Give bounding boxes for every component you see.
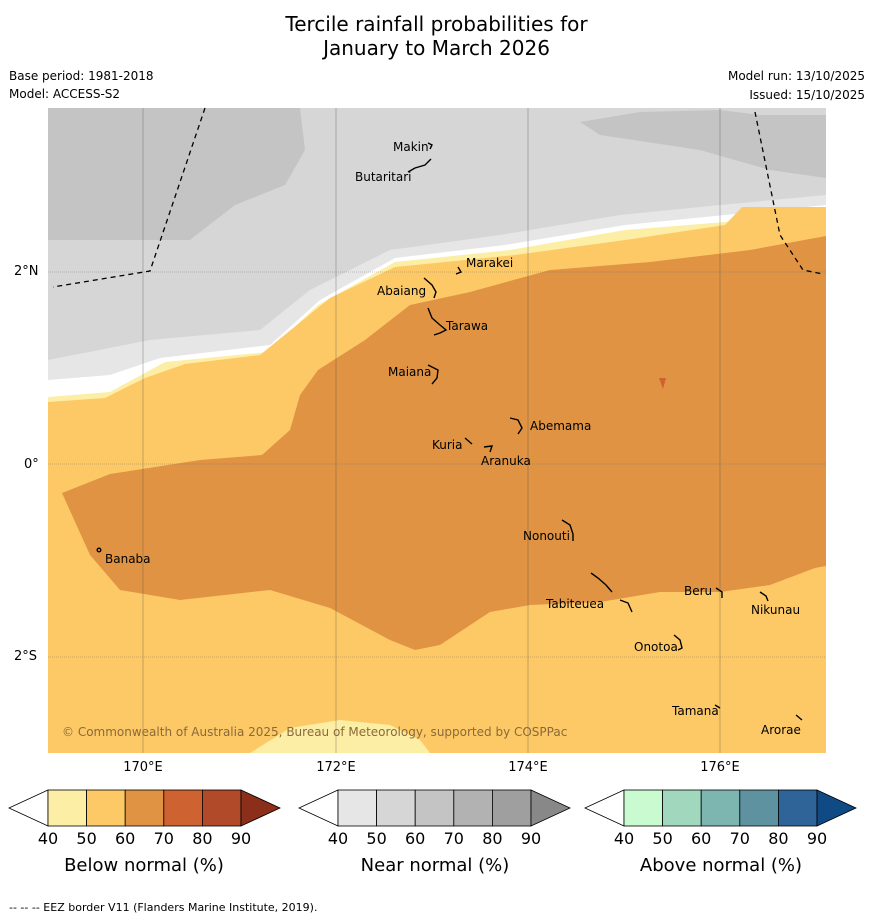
island-label-marakei: Marakei bbox=[466, 256, 514, 270]
colorbar-above-tick: 50 bbox=[652, 829, 673, 848]
colorbar-above-segment bbox=[700, 789, 741, 827]
colorbar-near-segment bbox=[453, 789, 493, 827]
lon-label-170: 170°E bbox=[123, 760, 163, 775]
island-label-aranuka: Aranuka bbox=[481, 454, 531, 468]
island-label-abaiang: Abaiang bbox=[377, 284, 427, 298]
colorbar-below-tick: 50 bbox=[76, 829, 97, 848]
colorbar-above-low-extend bbox=[584, 789, 625, 827]
island-label-tamana: Tamana bbox=[672, 704, 719, 718]
colorbar-near-segment bbox=[376, 789, 416, 827]
lon-label-174: 174°E bbox=[508, 760, 548, 775]
issued-date: Issued: 15/10/2025 bbox=[749, 88, 865, 102]
colorbar-above-tick: 70 bbox=[729, 829, 750, 848]
legend-title-near: Near normal (%) bbox=[360, 855, 510, 876]
colorbar-near-low-extend bbox=[298, 789, 339, 827]
colorbar-below-segment bbox=[47, 789, 87, 827]
graticule bbox=[48, 108, 826, 753]
colorbar-above-segment bbox=[739, 789, 779, 827]
title-line-2: January to March 2026 bbox=[323, 36, 550, 60]
colorbar-near-tick: 90 bbox=[520, 829, 542, 848]
copyright-notice: © Commonwealth of Australia 2025, Bureau… bbox=[62, 725, 568, 739]
island-label-makin: Makin bbox=[393, 140, 429, 154]
lon-label-176: 176°E bbox=[700, 760, 740, 775]
colorbar-above-tick: 90 bbox=[806, 829, 828, 848]
below-normal-70-spot bbox=[659, 378, 666, 389]
colorbar-above-segment bbox=[623, 789, 663, 827]
chart-title: Tercile rainfall probabilities for Janua… bbox=[0, 12, 873, 60]
eez-footnote: -- -- -- EEZ border V11 (Flanders Marine… bbox=[9, 901, 318, 914]
colorbar-below-low-extend bbox=[8, 789, 49, 827]
colorbar-below-tick: 90 bbox=[230, 829, 252, 848]
island-label-kuria: Kuria bbox=[432, 438, 463, 452]
colorbar-above-tick: 40 bbox=[613, 829, 635, 848]
island-label-nonouti: Nonouti bbox=[523, 529, 570, 543]
colorbar-near-segment bbox=[414, 789, 455, 827]
colorbar-near-tick: 70 bbox=[443, 829, 464, 848]
lat-label-0: 0° bbox=[24, 457, 39, 472]
island-label-nikunau: Nikunau bbox=[751, 603, 801, 617]
island-label-banaba: Banaba bbox=[105, 552, 151, 566]
lon-label-172: 172°E bbox=[316, 760, 356, 775]
lat-label-2n: 2°N bbox=[14, 264, 39, 279]
island-label-butaritari: Butaritari bbox=[355, 170, 412, 184]
island-label-beru: Beru bbox=[684, 584, 713, 598]
colorbar-above-segment bbox=[662, 789, 702, 827]
colorbar-below-tick: 80 bbox=[192, 829, 213, 848]
model-run: Model run: 13/10/2025 bbox=[727, 69, 865, 83]
colorbar-above-segment bbox=[778, 789, 818, 827]
below-normal-40-bump bbox=[250, 720, 430, 753]
colorbar-above-tick: 60 bbox=[691, 829, 712, 848]
colorbar-below-segment bbox=[124, 789, 165, 827]
colorbar-above-high-extend bbox=[816, 789, 857, 827]
below-normal-60-region bbox=[62, 236, 826, 650]
model-name: Model: ACCESS-S2 bbox=[9, 87, 121, 101]
island-label-maiana: Maiana bbox=[388, 365, 432, 379]
probability-field bbox=[48, 108, 826, 753]
colorbar-near-tick: 40 bbox=[327, 829, 349, 848]
island-label-tabiteuea: Tabiteuea bbox=[546, 597, 605, 611]
colorbar-near-high-extend bbox=[530, 789, 571, 827]
colorbar-below-tick: 40 bbox=[37, 829, 59, 848]
colorbar-group bbox=[8, 789, 857, 827]
colorbar-below-segment bbox=[163, 789, 203, 827]
colorbar-below-segment bbox=[201, 789, 242, 827]
island-outlines bbox=[96, 142, 803, 721]
near-normal-60-region-west bbox=[48, 108, 305, 240]
island-label-arorae: Arorae bbox=[761, 723, 801, 737]
legend-title-below: Below normal (%) bbox=[64, 855, 224, 876]
base-period: Base period: 1981-2018 bbox=[9, 69, 154, 83]
colorbar-below-tick: 60 bbox=[115, 829, 136, 848]
colorbar-below-high-extend bbox=[240, 789, 281, 827]
eez-border bbox=[52, 107, 824, 288]
island-label-onotoa: Onotoa bbox=[634, 640, 678, 654]
colorbar-near-tick: 50 bbox=[366, 829, 387, 848]
colorbar-near-segment bbox=[337, 789, 377, 827]
colorbar-near-tick: 80 bbox=[482, 829, 503, 848]
colorbar-near-segment bbox=[491, 789, 532, 827]
island-label-abemama: Abemama bbox=[530, 419, 592, 433]
title-line-1: Tercile rainfall probabilities for bbox=[285, 12, 588, 36]
colorbar-below-tick: 70 bbox=[153, 829, 174, 848]
colorbar-above-tick: 80 bbox=[768, 829, 789, 848]
colorbar-below-segment bbox=[86, 789, 126, 827]
lat-label-2s: 2°S bbox=[14, 649, 38, 664]
island-label-tarawa: Tarawa bbox=[446, 319, 489, 333]
colorbar-near-tick: 60 bbox=[405, 829, 426, 848]
legend-title-above: Above normal (%) bbox=[639, 855, 803, 876]
